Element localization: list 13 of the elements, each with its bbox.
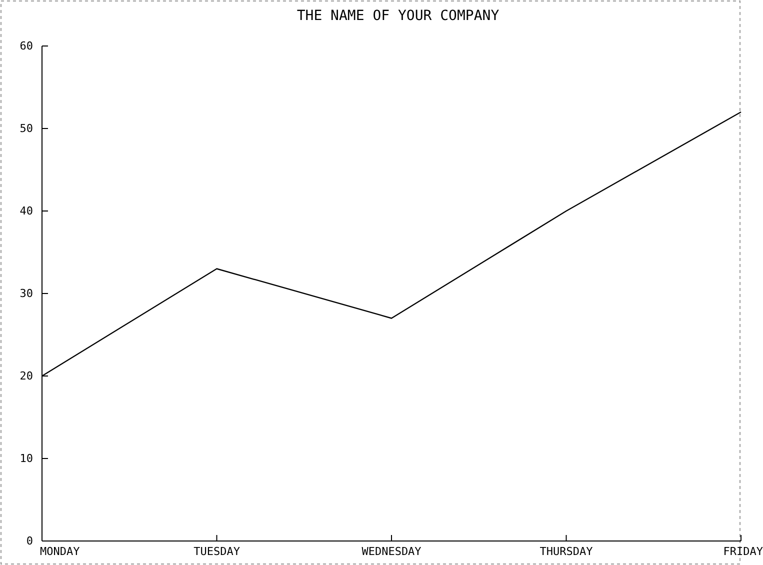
x-tick-label: THURSDAY bbox=[540, 544, 594, 558]
x-tick-label: WEDNESDAY bbox=[362, 544, 422, 558]
y-tick-label: 40 bbox=[20, 204, 33, 218]
x-tick-label: MONDAY bbox=[40, 544, 80, 558]
y-tick-label: 30 bbox=[20, 287, 33, 300]
y-tick-label: 10 bbox=[20, 452, 33, 466]
x-tick-label: TUESDAY bbox=[194, 544, 240, 558]
x-tick-label: FRIDAY bbox=[723, 544, 763, 558]
y-tick-label: 50 bbox=[20, 122, 33, 136]
y-tick-label: 20 bbox=[20, 370, 33, 383]
chart-title: THE NAME OF YOUR COMPANY bbox=[296, 8, 500, 24]
y-tick-label: 0 bbox=[26, 534, 33, 548]
y-tick-label: 60 bbox=[20, 40, 33, 53]
